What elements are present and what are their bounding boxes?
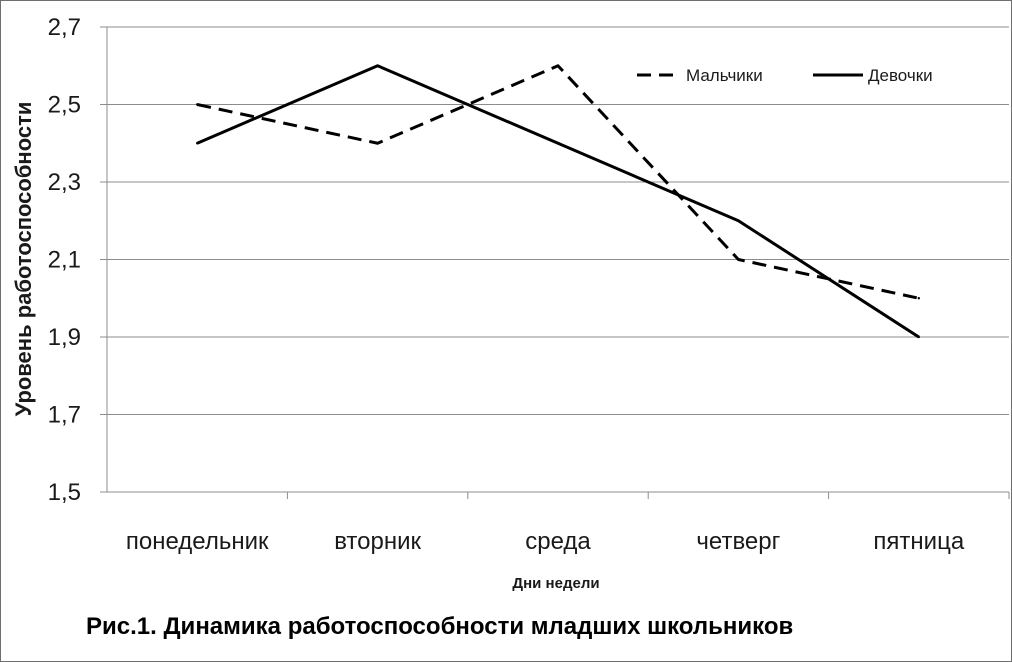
x-tick-label: среда: [525, 528, 591, 555]
series-line-devochki: [196, 64, 920, 339]
x-axis-title: Дни недели: [512, 575, 599, 592]
y-tick-label: 2,1: [48, 247, 81, 274]
y-tick-label: 1,7: [48, 402, 81, 429]
legend: Мальчики Девочки: [637, 66, 933, 85]
x-tick-label: четверг: [696, 528, 780, 555]
gridlines: [107, 26, 1009, 415]
y-axis-title: Уровень работоспособности: [11, 102, 36, 417]
x-tick-label: вторник: [334, 528, 421, 555]
data-point: [196, 103, 199, 106]
y-tick-label: 1,9: [48, 324, 81, 351]
data-point: [917, 297, 920, 300]
y-tick-label: 2,7: [48, 14, 81, 41]
data-point: [737, 258, 740, 261]
data-point: [376, 64, 379, 67]
axes: [100, 26, 1010, 499]
legend-label-malchiki: Мальчики: [686, 66, 763, 85]
figure-caption: Рис.1. Динамика работоспособности младши…: [86, 613, 793, 640]
data-point: [556, 142, 560, 145]
y-tick-label: 2,5: [48, 92, 81, 119]
y-tick-labels: 1,5 1,7 1,9 2,1 2,3 2,5 2,7: [48, 14, 81, 506]
data-point: [196, 142, 199, 145]
x-tick-label: понедельник: [126, 528, 269, 555]
y-tick-label: 2,3: [48, 169, 81, 196]
data-point: [737, 219, 740, 222]
data-point: [556, 64, 560, 67]
legend-label-devochki: Девочки: [868, 66, 933, 85]
data-point: [376, 142, 379, 145]
x-tick-labels: понедельник вторник среда четверг пятница: [126, 528, 965, 555]
y-tick-label: 1,5: [48, 479, 81, 506]
series-lines: [196, 64, 920, 339]
x-tick-label: пятница: [873, 528, 964, 555]
data-point: [917, 335, 920, 339]
